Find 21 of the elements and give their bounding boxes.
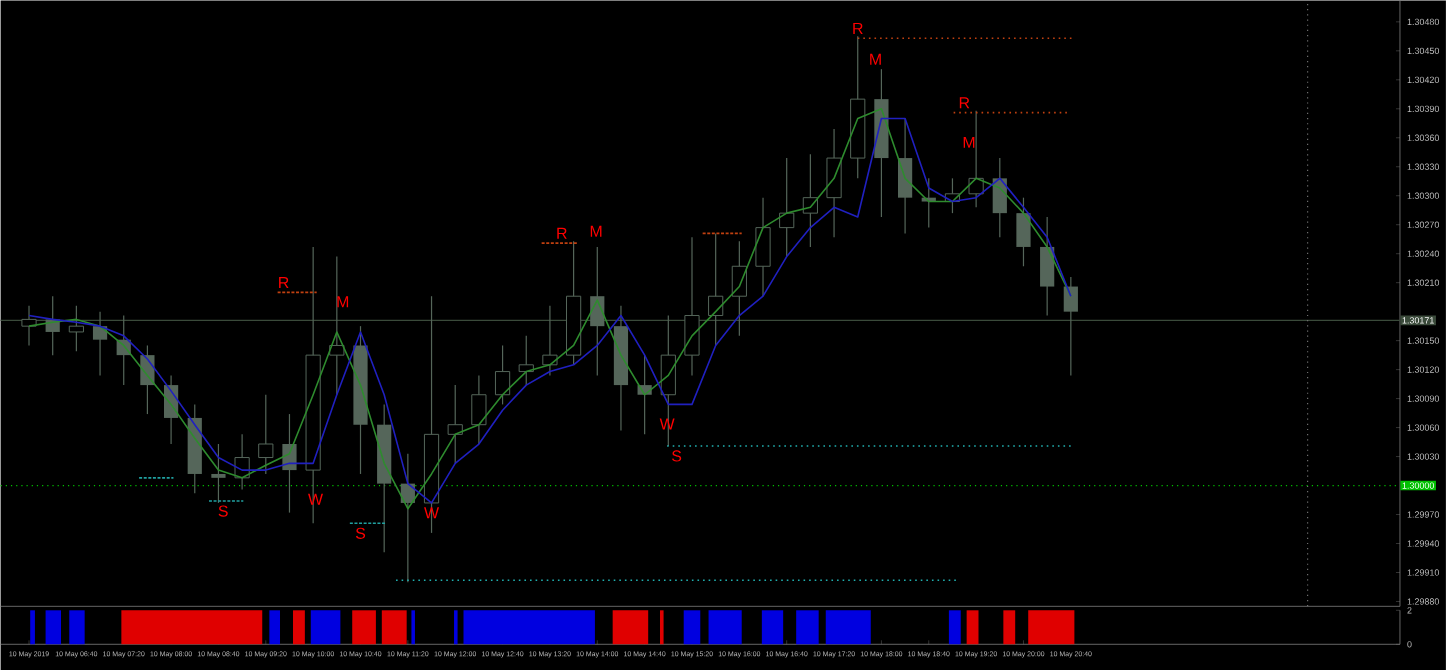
candlestick — [494, 344, 511, 405]
candlestick — [684, 236, 700, 376]
candlestick — [92, 310, 108, 376]
candlestick — [1063, 276, 1078, 376]
candlestick — [542, 305, 558, 376]
candlestick — [471, 374, 487, 445]
candlestick — [660, 314, 676, 447]
candlestick — [21, 305, 37, 346]
candlestick — [802, 153, 818, 248]
candlestick — [779, 157, 795, 258]
candlestick — [755, 196, 771, 297]
candlestick — [68, 305, 84, 352]
candlestick — [826, 128, 842, 238]
candlestick — [211, 443, 226, 504]
candlestick — [897, 117, 913, 234]
candlestick — [1016, 196, 1031, 267]
candlestick — [447, 384, 463, 464]
candlestick — [1040, 216, 1055, 316]
candlestick — [518, 335, 534, 386]
candlestick — [329, 255, 345, 396]
candlestick — [258, 394, 274, 475]
